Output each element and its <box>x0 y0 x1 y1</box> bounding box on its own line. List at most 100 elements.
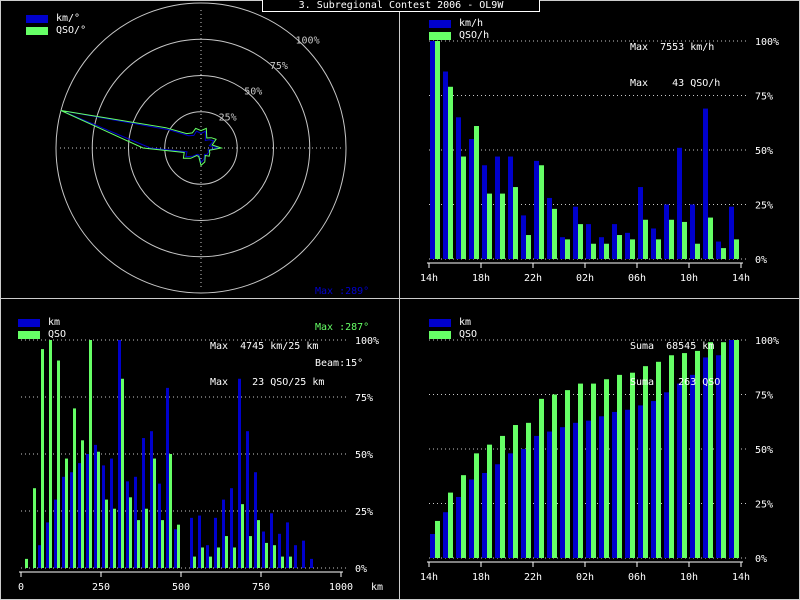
bar-qso <box>630 372 635 558</box>
distance-histogram-chart: 0% 25% 50% 75% 100% 0 250 500 750 1000 km <box>18 336 383 593</box>
bar-qso <box>249 536 252 568</box>
bar-km <box>703 357 708 558</box>
bar-km <box>254 472 257 568</box>
y-tick-label: 100% <box>355 336 379 347</box>
x-tick-label: 14h <box>420 572 438 583</box>
bar-qso <box>552 208 557 259</box>
bar-km <box>198 515 201 568</box>
bar-km <box>729 206 734 259</box>
qso-swatch-icon <box>429 32 451 40</box>
x-tick-label: 02h <box>576 273 594 284</box>
bar-km <box>118 340 121 568</box>
bar-qso <box>552 394 557 558</box>
bar-km <box>310 558 313 568</box>
bar-qso <box>526 422 531 558</box>
bar-km <box>469 139 474 259</box>
hourly-legend: km/h QSO/h <box>429 18 489 42</box>
bar-qso <box>669 355 674 558</box>
x-tick-label: 18h <box>472 572 490 583</box>
polar-info-beam: Beam:15° <box>315 358 364 369</box>
y-tick-label: 75% <box>355 393 373 404</box>
polar-ring <box>55 2 347 294</box>
bar-km <box>690 204 695 259</box>
bar-qso <box>604 243 609 259</box>
bar-km <box>443 71 448 260</box>
bar-qso <box>721 342 726 558</box>
bar-km <box>443 512 448 558</box>
bar-km <box>110 458 113 568</box>
bar-km <box>573 206 578 259</box>
km-swatch-icon <box>26 15 48 23</box>
bar-qso <box>500 435 505 558</box>
bar-qso <box>695 243 700 259</box>
bar-qso <box>265 542 268 568</box>
bar-km <box>651 401 656 558</box>
bar-km <box>664 204 669 259</box>
bar-qso <box>578 383 583 558</box>
bar-qso <box>289 556 292 568</box>
bar-km <box>126 481 129 568</box>
x-tick-label: 18h <box>472 273 490 284</box>
bar-km <box>729 340 734 558</box>
cumulative-sum-qso: Suma 263 QSO <box>630 377 721 388</box>
bar-km <box>456 496 461 558</box>
distance-legend: km QSO <box>18 317 66 341</box>
bar-qso <box>137 520 140 568</box>
legend-label: QSO/° <box>56 25 87 36</box>
bar-km <box>158 483 161 568</box>
distance-stats: Max 4745 km/25 km Max 23 QSO/25 km <box>210 317 324 401</box>
bar-km <box>716 355 721 558</box>
bar-qso <box>617 235 622 259</box>
x-tick-label: 02h <box>576 572 594 583</box>
x-tick-label: 06h <box>628 572 646 583</box>
bar-km <box>638 405 643 558</box>
bar-km <box>270 513 273 568</box>
bar-qso <box>161 520 164 568</box>
bar-km <box>560 427 565 558</box>
cumulative-legend: km QSO <box>429 317 477 341</box>
bar-qso <box>656 361 661 558</box>
qso-swatch-icon <box>18 331 40 339</box>
x-tick-label: 10h <box>680 273 698 284</box>
bar-km <box>508 453 513 558</box>
polar-info-qso: Max :287° <box>315 322 370 333</box>
bar-qso <box>209 556 212 568</box>
bar-qso <box>487 444 492 558</box>
y-tick-label: 50% <box>755 445 773 456</box>
x-tick-label: 22h <box>524 273 542 284</box>
polar-legend: km/° QSO/° <box>26 13 86 37</box>
bar-qso <box>89 340 92 568</box>
bar-qso <box>721 248 726 259</box>
bar-km <box>222 499 225 568</box>
bar-qso <box>643 219 648 259</box>
y-tick-label: 0% <box>355 564 367 575</box>
bar-km <box>703 108 708 259</box>
bar-km <box>625 409 630 558</box>
bar-qso <box>169 454 172 568</box>
bar-qso <box>474 126 479 260</box>
bar-km <box>230 488 233 568</box>
bar-km <box>142 438 145 568</box>
bar-qso <box>513 425 518 558</box>
bar-qso <box>121 378 124 568</box>
bar-km <box>573 422 578 558</box>
bar-qso <box>708 217 713 259</box>
km-swatch-icon <box>18 319 40 327</box>
bar-km <box>625 232 630 259</box>
bar-qso <box>656 239 661 259</box>
y-tick-label: 0% <box>755 554 767 565</box>
bar-km <box>599 416 604 558</box>
y-tick-label: 50% <box>755 146 773 157</box>
bar-qso <box>669 219 674 259</box>
bar-qso <box>57 360 60 568</box>
bar-km <box>46 522 49 568</box>
bar-qso <box>630 239 635 259</box>
bar-km <box>302 540 305 568</box>
y-tick-label: 25% <box>755 201 773 212</box>
polar-info: Max :289° Max :287° Beam:15° <box>315 262 369 382</box>
bar-qso <box>217 547 220 568</box>
hourly-rate-chart: 0% 25% 50% 75% 100% 14h 18h 22h 02h 06h 10h 14h <box>420 37 779 284</box>
bar-km <box>102 465 105 568</box>
bar-qso <box>734 239 739 259</box>
bar-km <box>612 411 617 558</box>
